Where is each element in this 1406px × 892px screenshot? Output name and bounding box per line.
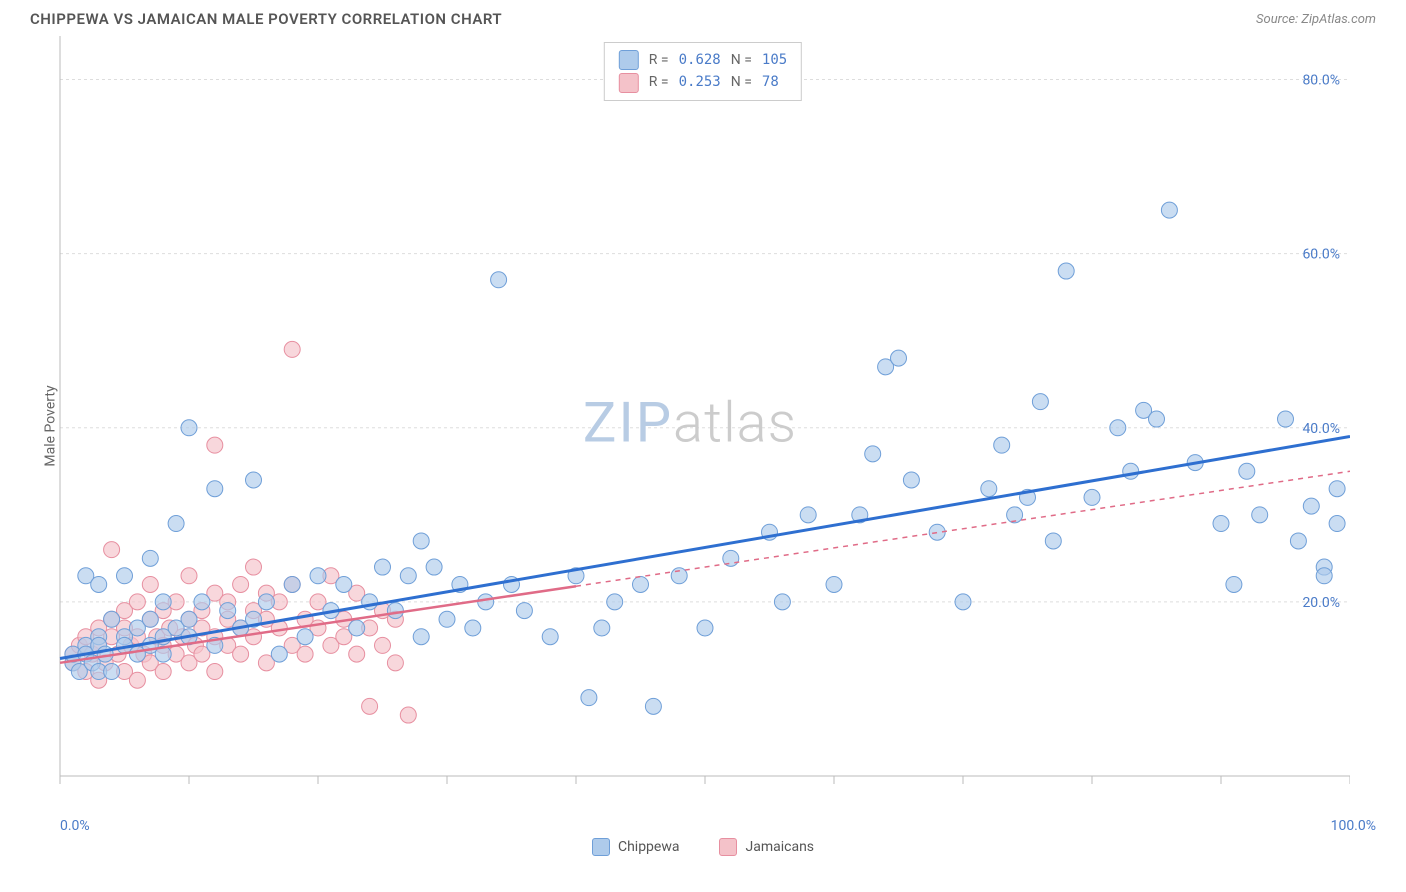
r-value: 0.253	[679, 71, 721, 93]
jamaicans-legend-label: Jamaicans	[745, 839, 814, 855]
jamaicans-swatch-icon	[719, 838, 737, 856]
bottom-legend: Chippewa Jamaicans	[0, 838, 1406, 856]
svg-text:ZIPatlas: ZIPatlas	[583, 390, 797, 456]
x-min-label: 0.0%	[60, 818, 90, 834]
n-label: N =	[731, 71, 752, 93]
legend-item-chippewa: Chippewa	[592, 838, 680, 856]
r-label: R =	[649, 71, 669, 93]
x-max-label: 100.0%	[1331, 818, 1376, 834]
y-axis-label: Male Poverty	[43, 385, 59, 466]
r-label: R =	[649, 49, 669, 71]
source-label: Source: ZipAtlas.com	[1256, 12, 1376, 27]
n-value: 105	[762, 49, 787, 71]
r-value: 0.628	[679, 49, 721, 71]
n-value: 78	[762, 71, 779, 93]
svg-text:40.0%: 40.0%	[1302, 421, 1340, 437]
svg-text:60.0%: 60.0%	[1302, 247, 1340, 263]
scatter-chart: 20.0% 40.0% 60.0% 80.0% ZIPatlas	[30, 36, 1350, 816]
page-title: CHIPPEWA VS JAMAICAN MALE POVERTY CORREL…	[30, 10, 502, 28]
n-label: N =	[731, 49, 752, 71]
legend-item-jamaicans: Jamaicans	[719, 838, 814, 856]
chippewa-swatch	[619, 50, 639, 70]
svg-text:20.0%: 20.0%	[1302, 595, 1340, 611]
chippewa-swatch-icon	[592, 838, 610, 856]
legend-row-jamaicans: R = 0.253 N = 78	[619, 71, 787, 93]
svg-text:80.0%: 80.0%	[1302, 73, 1340, 89]
stat-legend: R = 0.628 N = 105 R = 0.253 N = 78	[604, 42, 802, 101]
legend-row-chippewa: R = 0.628 N = 105	[619, 49, 787, 71]
chippewa-legend-label: Chippewa	[618, 839, 680, 855]
jamaicans-swatch	[619, 73, 639, 93]
